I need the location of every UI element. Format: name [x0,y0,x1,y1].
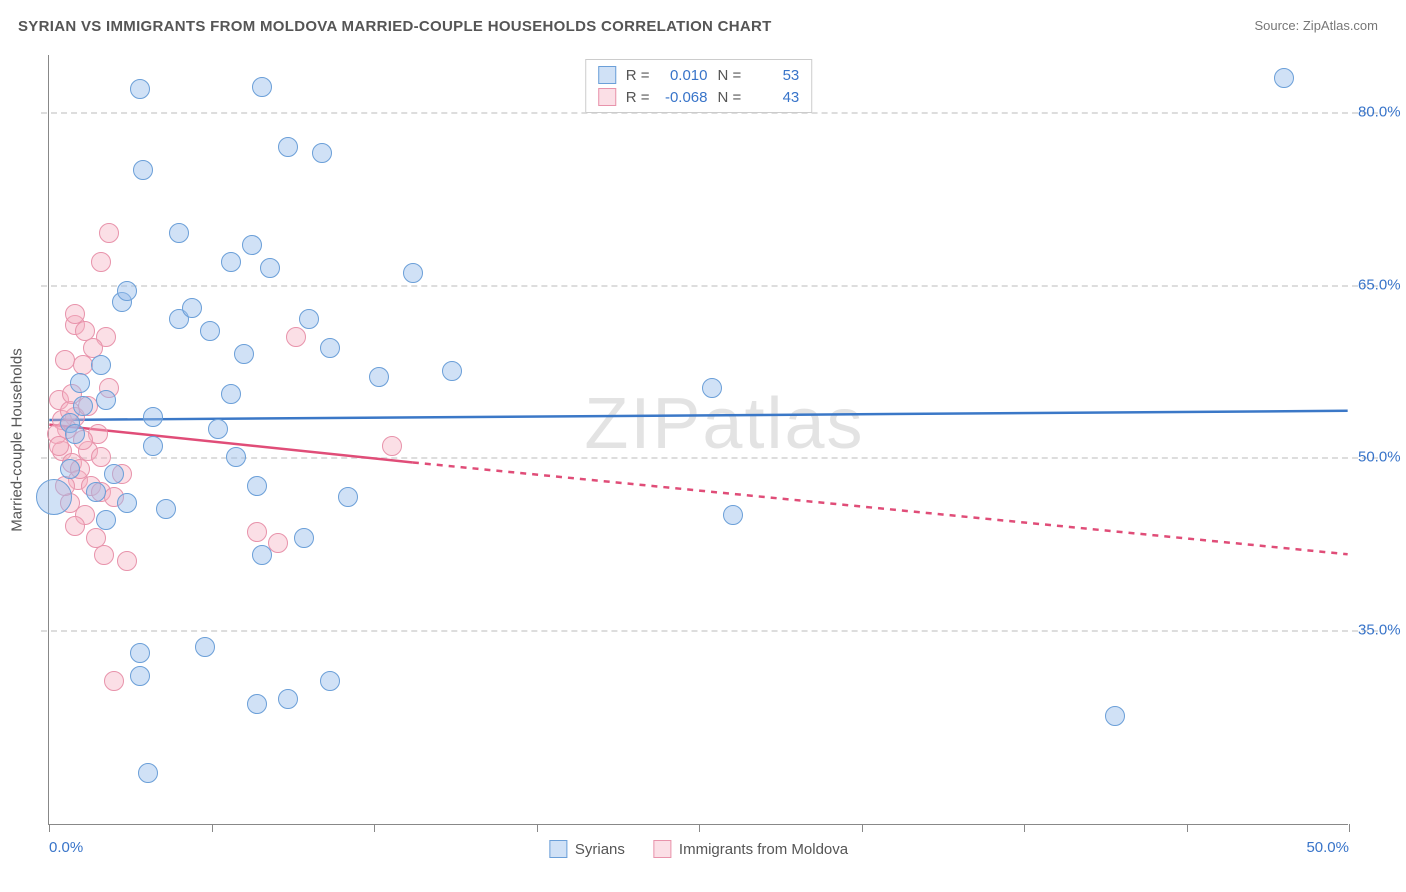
data-point [94,545,114,565]
data-point [130,79,150,99]
data-point [369,367,389,387]
data-point [130,643,150,663]
data-point [723,505,743,525]
correlation-chart: SYRIAN VS IMMIGRANTS FROM MOLDOVA MARRIE… [0,0,1406,892]
data-point [294,528,314,548]
data-point [73,396,93,416]
data-point [226,447,246,467]
data-point [99,223,119,243]
data-point [117,281,137,301]
r-label: R = [626,67,650,84]
data-point [200,321,220,341]
data-point [702,378,722,398]
n-label: N = [718,89,742,106]
n-label: N = [718,67,742,84]
data-point [70,373,90,393]
swatch-series-a [598,66,616,84]
data-point [299,309,319,329]
data-point [320,671,340,691]
stats-legend: R = 0.010 N = 53 R = -0.068 N = 43 [585,59,813,113]
data-point [338,487,358,507]
source-label: Source: [1254,18,1302,33]
legend-item-b: Immigrants from Moldova [653,840,848,858]
source-credit: Source: ZipAtlas.com [1254,18,1378,33]
n-value-b: 43 [751,89,799,106]
data-point [286,327,306,347]
series-legend: Syrians Immigrants from Moldova [549,840,848,858]
plot-area: Married-couple Households 35.0%50.0%65.0… [48,55,1348,825]
y-axis-label: Married-couple Households [9,348,26,531]
data-point [242,235,262,255]
legend-item-a: Syrians [549,840,625,858]
data-point [60,459,80,479]
r-value-a: 0.010 [660,67,708,84]
data-point [278,137,298,157]
trend-lines-layer [49,55,1348,824]
n-value-a: 53 [751,67,799,84]
data-point [403,263,423,283]
data-point [65,304,85,324]
data-point [320,338,340,358]
data-point [36,479,72,515]
data-point [312,143,332,163]
watermark: ZIPatlas [584,383,864,465]
data-point [117,493,137,513]
data-point [104,464,124,484]
data-point [221,252,241,272]
data-point [91,252,111,272]
data-point [278,689,298,709]
data-point [382,436,402,456]
data-point [260,258,280,278]
data-point [169,223,189,243]
series-b-label: Immigrants from Moldova [679,841,848,858]
y-tick-label: 50.0% [1358,449,1406,466]
data-point [1274,68,1294,88]
chart-title: SYRIAN VS IMMIGRANTS FROM MOLDOVA MARRIE… [18,18,772,35]
data-point [91,355,111,375]
data-point [65,424,85,444]
data-point [221,384,241,404]
data-point [117,551,137,571]
data-point [195,637,215,657]
data-point [138,763,158,783]
swatch-series-b [653,840,671,858]
y-tick-label: 65.0% [1358,276,1406,293]
series-a-label: Syrians [575,841,625,858]
data-point [96,390,116,410]
swatch-series-a [549,840,567,858]
swatch-series-b [598,88,616,106]
data-point [86,482,106,502]
data-point [104,671,124,691]
data-point [252,545,272,565]
y-tick-label: 35.0% [1358,621,1406,638]
stats-legend-row-a: R = 0.010 N = 53 [598,64,800,86]
data-point [247,476,267,496]
data-point [1105,706,1125,726]
x-tick-label: 50.0% [1306,839,1349,856]
stats-legend-row-b: R = -0.068 N = 43 [598,86,800,108]
data-point [143,407,163,427]
data-point [130,666,150,686]
data-point [65,516,85,536]
data-point [234,344,254,364]
data-point [55,350,75,370]
r-value-b: -0.068 [660,89,708,106]
r-label: R = [626,89,650,106]
source-name: ZipAtlas.com [1303,18,1378,33]
data-point [91,447,111,467]
data-point [247,522,267,542]
data-point [208,419,228,439]
data-point [442,361,462,381]
x-tick-label: 0.0% [49,839,83,856]
data-point [247,694,267,714]
data-point [156,499,176,519]
data-point [96,510,116,530]
data-point [252,77,272,97]
data-point [182,298,202,318]
data-point [133,160,153,180]
y-tick-label: 80.0% [1358,104,1406,121]
data-point [143,436,163,456]
